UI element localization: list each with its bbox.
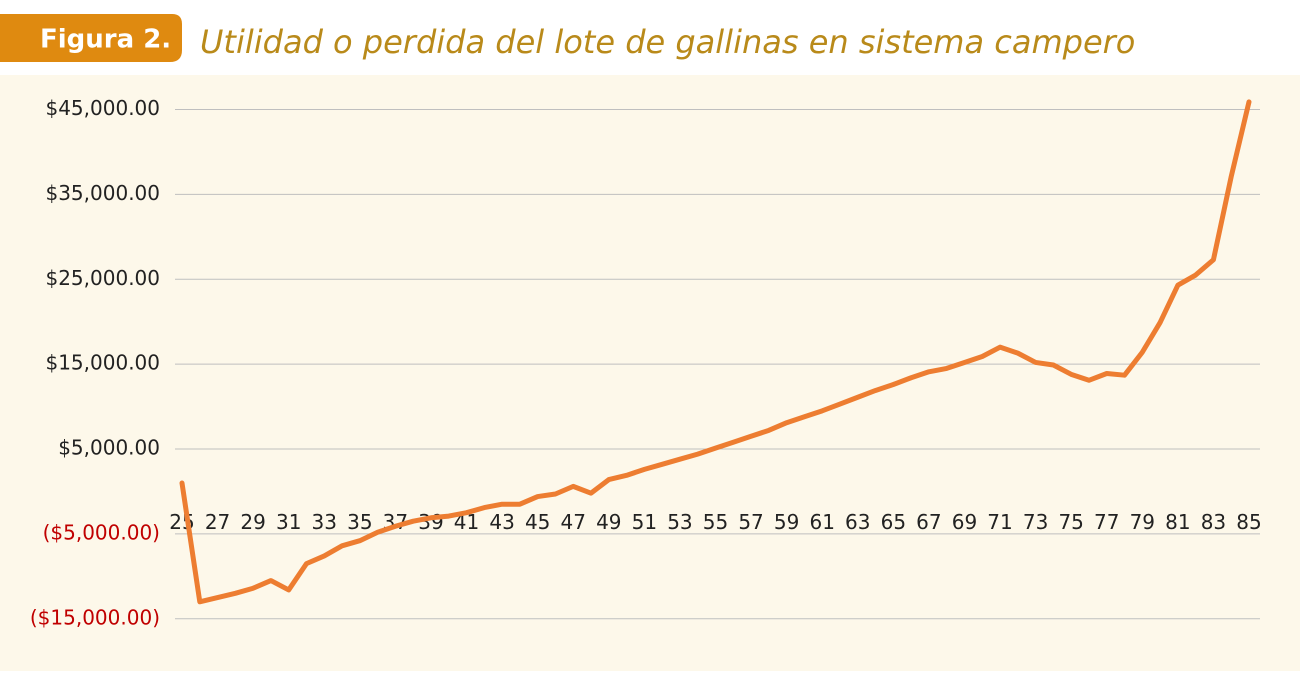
x-tick-label: 61 [809, 510, 834, 534]
y-tick-label: ($5,000.00) [43, 520, 160, 544]
figure-label: Figura 2. [40, 25, 171, 55]
plot-background [0, 75, 1300, 671]
x-tick-label: 35 [347, 510, 372, 534]
x-tick-label: 65 [881, 510, 906, 534]
x-tick-label: 33 [312, 510, 337, 534]
x-tick-label: 75 [1058, 510, 1083, 534]
x-tick-label: 63 [845, 510, 870, 534]
x-tick-label: 71 [987, 510, 1012, 534]
x-tick-label: 45 [525, 510, 550, 534]
y-tick-label: $45,000.00 [45, 96, 160, 120]
x-tick-label: 55 [703, 510, 728, 534]
figure-tab [0, 14, 182, 62]
data-line [179, 99, 1252, 605]
x-tick-label: 51 [632, 510, 657, 534]
x-tick-label: 85 [1236, 510, 1261, 534]
x-tick-label: 67 [916, 510, 941, 534]
x-tick-label: 59 [774, 510, 799, 534]
x-tick-label: 49 [596, 510, 621, 534]
x-tick-label: 43 [489, 510, 514, 534]
x-tick-label: 83 [1201, 510, 1226, 534]
x-tick-label: 29 [240, 510, 265, 534]
x-tick-label: 77 [1094, 510, 1119, 534]
x-tick-label: 53 [667, 510, 692, 534]
x-tick-label: 81 [1165, 510, 1190, 534]
x-tick-label: 79 [1130, 510, 1155, 534]
y-tick-label: $15,000.00 [45, 351, 160, 375]
x-tick-label: 27 [205, 510, 230, 534]
x-tick-label: 47 [561, 510, 586, 534]
y-tick-label: ($15,000.00) [30, 605, 160, 629]
y-tick-label: $25,000.00 [45, 266, 160, 290]
x-tick-label: 69 [952, 510, 977, 534]
x-tick-label: 57 [738, 510, 763, 534]
x-tick-label: 39 [418, 510, 443, 534]
y-tick-label: $35,000.00 [45, 181, 160, 205]
chart-title: Utilidad o perdida del lote de gallinas … [200, 23, 1135, 61]
y-tick-label: $5,000.00 [58, 436, 160, 460]
x-tick-label: 31 [276, 510, 301, 534]
x-tick-label: 73 [1023, 510, 1048, 534]
